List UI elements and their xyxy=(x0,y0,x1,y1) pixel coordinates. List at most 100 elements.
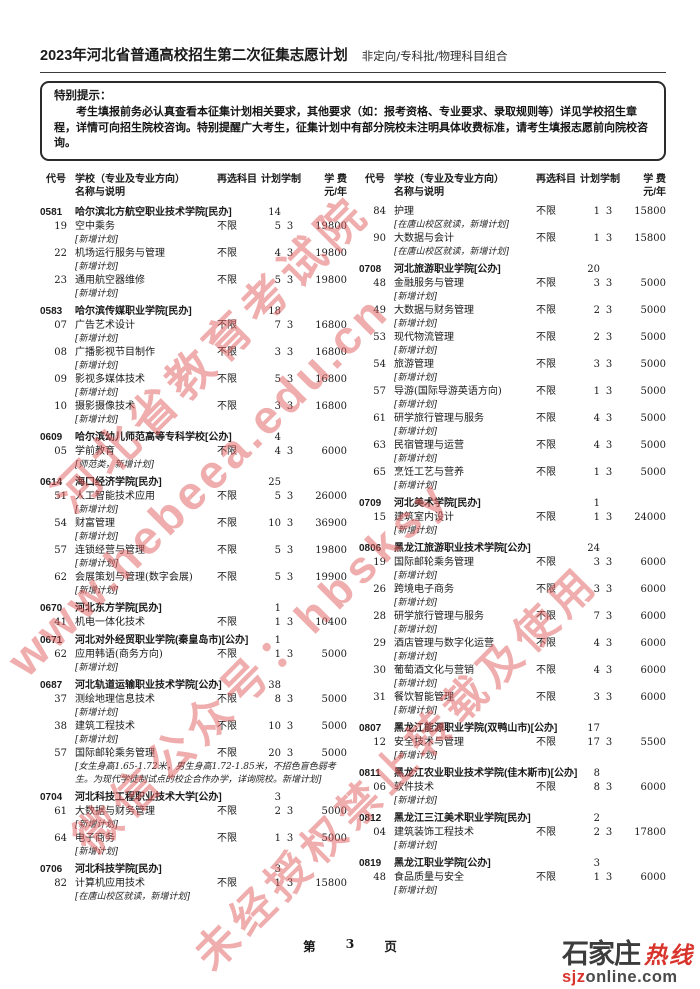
major-years: 3 xyxy=(286,720,294,732)
page-footer: 第 3 页 xyxy=(0,936,700,955)
table-column: 代号 学校（专业及专业方向） 名称与说明 再选科目 计划 学制学 费元/年 0581 哈尔滨北… xyxy=(40,173,347,904)
school-name: 河北科技学院[民办] xyxy=(75,863,162,875)
major-subject: 不限 xyxy=(217,805,237,817)
major-name: 软件技术 xyxy=(394,781,434,793)
major-row: 19 空中乘务 不限 5 3 19800 xyxy=(40,220,347,234)
major-note: [新增计划] xyxy=(75,734,119,745)
major-note: [新增计划] xyxy=(75,360,119,371)
major-subject: 不限 xyxy=(536,610,556,622)
major-note: [新增计划] xyxy=(394,480,438,491)
major-note-row: [新增计划] xyxy=(40,360,347,373)
major-subject: 不限 xyxy=(217,373,237,385)
major-note-row: [新增计划] xyxy=(359,480,666,493)
major-fee: 6000 xyxy=(640,664,666,676)
major-years: 3 xyxy=(605,610,613,622)
major-name: 人工智能技术应用 xyxy=(75,490,155,502)
major-plan: 1 xyxy=(274,616,281,628)
major-note: [新增计划] xyxy=(394,678,438,689)
major-row: 62 应用韩语(商务方向) 不限 1 3 5000 xyxy=(40,648,347,662)
major-note: [在唐山校区就读，新增计划] xyxy=(394,246,510,257)
major-plan: 1 xyxy=(593,232,600,244)
major-years: 3 xyxy=(605,583,613,595)
major-note: [新增计划] xyxy=(394,795,438,806)
major-fee: 5000 xyxy=(321,832,347,844)
major-fee: 5000 xyxy=(640,412,666,424)
school-row: 0708 河北旅游职业学院[公办] 20 xyxy=(359,262,666,277)
document-header: 2023年河北省普通高校招生第二次征集志愿计划 非定向/专科批/物理科目组合 xyxy=(40,44,666,73)
major-note: [新增计划] xyxy=(75,414,119,425)
school-code: 0811 xyxy=(359,767,381,779)
major-code: 41 xyxy=(54,616,67,628)
major-row: 49 大数据与财务管理 不限 2 3 5000 xyxy=(359,304,666,318)
major-note: [新增计划] xyxy=(75,662,119,673)
major-years: 3 xyxy=(286,274,294,286)
school-row: 0581 哈尔滨北方航空职业技术学院[民办] 14 xyxy=(40,205,347,220)
major-fee: 6000 xyxy=(321,445,347,457)
header-years: 学制 xyxy=(281,173,301,185)
major-row: 64 电子商务 不限 1 3 5000 xyxy=(40,832,347,846)
major-name: 广播影视节目制作 xyxy=(75,346,155,358)
major-note-row: [新增计划] xyxy=(40,819,347,832)
major-code: 90 xyxy=(373,232,386,244)
major-years: 3 xyxy=(286,346,294,358)
major-plan: 3 xyxy=(593,583,600,595)
major-fee: 6000 xyxy=(640,871,666,883)
major-note: [新增计划] xyxy=(394,453,438,464)
major-subject: 不限 xyxy=(217,247,237,259)
major-fee: 5000 xyxy=(640,358,666,370)
major-years: 3 xyxy=(286,490,294,502)
header-fee: 学 费元/年 xyxy=(618,173,666,199)
major-plan: 1 xyxy=(593,466,600,478)
major-code: 19 xyxy=(373,556,386,568)
major-subject: 不限 xyxy=(217,648,237,660)
major-fee: 5000 xyxy=(640,385,666,397)
major-plan: 1 xyxy=(593,511,600,523)
major-row: 23 通用航空器维修 不限 5 3 19800 xyxy=(40,274,347,288)
major-plan: 4 xyxy=(274,445,281,457)
major-name: 金融服务与管理 xyxy=(394,277,464,289)
major-note: [新增计划] xyxy=(75,261,119,272)
major-note: [新增计划] xyxy=(394,372,438,383)
major-name: 计算机应用技术 xyxy=(75,877,145,889)
major-subject: 不限 xyxy=(217,693,237,705)
school-name: 海口经济学院[民办] xyxy=(75,476,162,488)
major-years: 3 xyxy=(286,747,294,759)
major-name: 旅游管理 xyxy=(394,358,434,370)
major-code: 63 xyxy=(373,439,386,451)
major-row: 22 机场运行服务与管理 不限 4 3 19800 xyxy=(40,247,347,261)
school-plan-total: 1 xyxy=(274,634,281,646)
school-code: 0708 xyxy=(359,263,382,275)
major-note-row: [新增计划] xyxy=(40,846,347,859)
major-plan: 5 xyxy=(274,490,281,502)
major-subject: 不限 xyxy=(217,517,237,529)
major-code: 37 xyxy=(54,693,67,705)
major-row: 09 影视多媒体技术 不限 5 3 16800 xyxy=(40,373,347,387)
major-years: 3 xyxy=(605,637,613,649)
school-plan-total: 8 xyxy=(593,767,600,779)
major-note-row: [新增计划] xyxy=(359,597,666,610)
major-fee: 19800 xyxy=(315,274,347,286)
table-column: 代号 学校（专业及专业方向） 名称与说明 再选科目 计划 学制学 费元/年 84 护理 不限 1 3… xyxy=(359,173,666,904)
major-row: 48 食品质量与安全 不限 1 3 6000 xyxy=(359,871,666,885)
major-note: [新增计划] xyxy=(394,840,438,851)
school-name: 河北对外经贸职业学院(秦皇岛市)[公办] xyxy=(75,634,249,646)
major-years: 3 xyxy=(605,871,613,883)
major-name: 葡萄酒文化与营销 xyxy=(394,664,474,676)
school-name: 黑龙江旅游职业技术学院[公办] xyxy=(394,542,531,554)
school-plan-total: 18 xyxy=(268,305,281,317)
school-name: 黑龙江能源职业学院(双鸭山市)[公办] xyxy=(394,722,558,734)
major-plan: 3 xyxy=(274,346,281,358)
major-subject: 不限 xyxy=(536,466,556,478)
school-code: 0687 xyxy=(40,679,63,691)
school-row: 0687 河北轨道运输职业技术学院[公办] 38 xyxy=(40,678,347,693)
major-fee: 36900 xyxy=(315,517,347,529)
major-note: [新增计划] xyxy=(394,426,438,437)
major-name: 跨境电子商务 xyxy=(394,583,454,595)
major-fee: 19800 xyxy=(315,247,347,259)
major-code: 61 xyxy=(373,412,386,424)
major-name: 广告艺术设计 xyxy=(75,319,135,331)
major-code: 22 xyxy=(54,247,67,259)
major-note: [新增计划] xyxy=(394,597,438,608)
major-note: [师范类，新增计划] xyxy=(75,459,155,470)
major-note: [新增计划] xyxy=(75,387,119,398)
